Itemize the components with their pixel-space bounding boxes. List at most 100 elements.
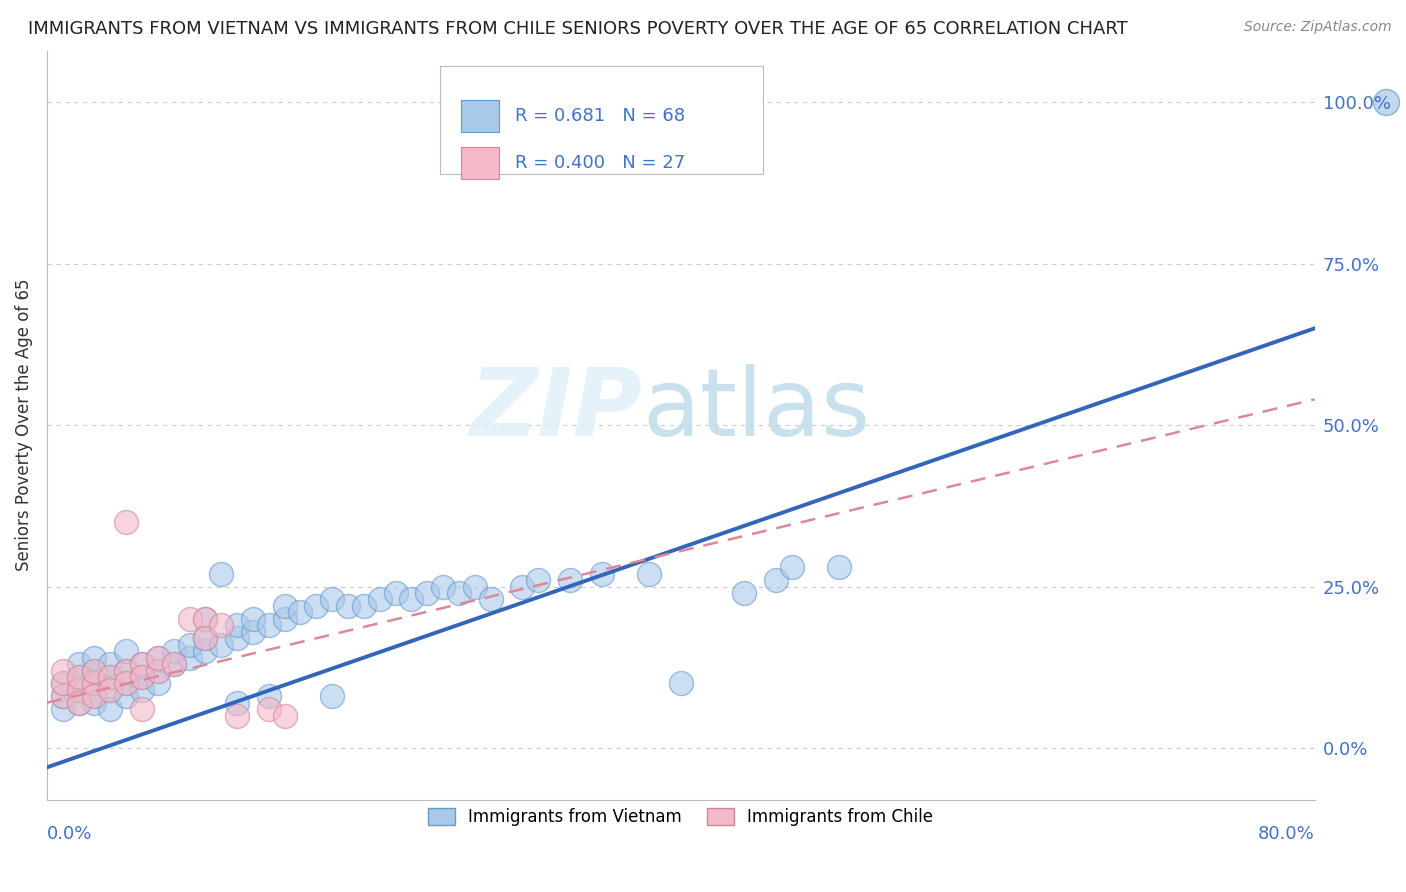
Legend: Immigrants from Vietnam, Immigrants from Chile: Immigrants from Vietnam, Immigrants from… — [422, 801, 939, 832]
Point — [115, 664, 138, 678]
Point — [83, 664, 105, 678]
Point — [67, 696, 90, 710]
Point — [558, 573, 581, 587]
Point — [179, 638, 201, 652]
Text: Source: ZipAtlas.com: Source: ZipAtlas.com — [1244, 20, 1392, 34]
Point — [780, 560, 803, 574]
Point — [226, 708, 249, 723]
Point — [67, 682, 90, 697]
Point — [591, 566, 613, 581]
Point — [305, 599, 328, 613]
Point — [273, 599, 295, 613]
Point — [209, 638, 232, 652]
Point — [115, 515, 138, 529]
Point — [98, 682, 121, 697]
Point — [83, 650, 105, 665]
Point — [194, 612, 217, 626]
Point — [464, 580, 486, 594]
Point — [527, 573, 550, 587]
Point — [273, 612, 295, 626]
Text: 80.0%: 80.0% — [1258, 825, 1315, 844]
Point — [67, 696, 90, 710]
Point — [115, 644, 138, 658]
Point — [67, 682, 90, 697]
Text: R = 0.681   N = 68: R = 0.681 N = 68 — [515, 107, 685, 125]
Point — [273, 708, 295, 723]
Point — [194, 631, 217, 645]
Point — [179, 612, 201, 626]
Point — [194, 612, 217, 626]
Point — [257, 690, 280, 704]
Point — [131, 657, 153, 671]
FancyBboxPatch shape — [440, 66, 763, 174]
Point — [146, 650, 169, 665]
Point — [83, 676, 105, 690]
Point — [98, 702, 121, 716]
Text: R = 0.400   N = 27: R = 0.400 N = 27 — [515, 154, 685, 172]
Point — [115, 690, 138, 704]
Point — [416, 586, 439, 600]
Point — [209, 618, 232, 632]
Point — [384, 586, 406, 600]
Point — [257, 702, 280, 716]
Point — [479, 592, 502, 607]
Point — [131, 670, 153, 684]
Point — [146, 676, 169, 690]
Point — [226, 618, 249, 632]
Point — [242, 624, 264, 639]
Point — [52, 676, 75, 690]
Point — [209, 566, 232, 581]
Point — [83, 696, 105, 710]
Point — [1375, 95, 1398, 110]
Point — [115, 676, 138, 690]
Point — [131, 670, 153, 684]
Text: IMMIGRANTS FROM VIETNAM VS IMMIGRANTS FROM CHILE SENIORS POVERTY OVER THE AGE OF: IMMIGRANTS FROM VIETNAM VS IMMIGRANTS FR… — [28, 20, 1128, 37]
Point — [52, 702, 75, 716]
Bar — [461, 101, 499, 132]
Point — [226, 631, 249, 645]
Point — [353, 599, 375, 613]
Point — [98, 682, 121, 697]
Point — [67, 670, 90, 684]
Point — [447, 586, 470, 600]
Point — [98, 657, 121, 671]
Point — [669, 676, 692, 690]
Point — [52, 676, 75, 690]
Point — [83, 676, 105, 690]
Point — [163, 657, 186, 671]
Point — [131, 682, 153, 697]
Point — [163, 657, 186, 671]
Point — [83, 664, 105, 678]
Point — [146, 664, 169, 678]
Point — [638, 566, 661, 581]
Point — [131, 702, 153, 716]
Point — [194, 631, 217, 645]
Point — [337, 599, 360, 613]
Point — [257, 618, 280, 632]
Point — [52, 690, 75, 704]
Point — [290, 606, 312, 620]
Point — [146, 650, 169, 665]
Point — [52, 690, 75, 704]
Point — [146, 664, 169, 678]
Point — [67, 657, 90, 671]
Point — [115, 664, 138, 678]
Point — [98, 670, 121, 684]
Y-axis label: Seniors Poverty Over the Age of 65: Seniors Poverty Over the Age of 65 — [15, 279, 32, 572]
Text: 0.0%: 0.0% — [46, 825, 93, 844]
Text: atlas: atlas — [643, 364, 870, 456]
Point — [115, 676, 138, 690]
Point — [194, 644, 217, 658]
Point — [98, 670, 121, 684]
Point — [321, 690, 343, 704]
Text: ZIP: ZIP — [470, 364, 643, 456]
Point — [83, 690, 105, 704]
Point — [52, 664, 75, 678]
Point — [242, 612, 264, 626]
Point — [179, 650, 201, 665]
Bar — [461, 147, 499, 178]
Point — [131, 657, 153, 671]
Point — [432, 580, 454, 594]
Point — [828, 560, 851, 574]
Point — [226, 696, 249, 710]
